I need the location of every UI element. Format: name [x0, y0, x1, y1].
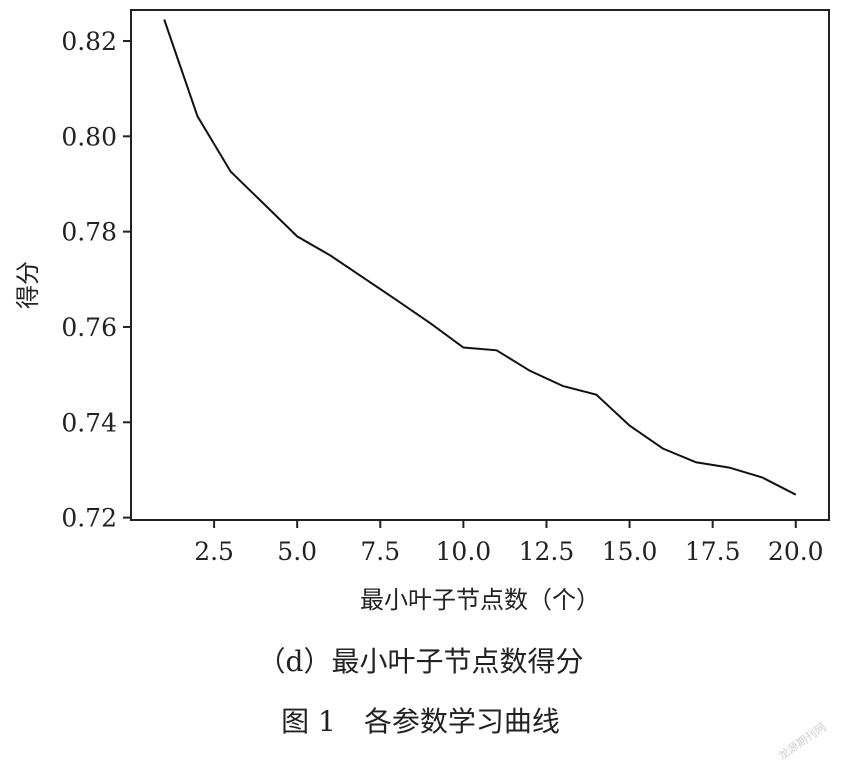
x-tick-label: 15.0 — [602, 537, 658, 566]
y-tick-label: 0.74 — [61, 408, 117, 437]
y-tick-label: 0.82 — [61, 27, 117, 56]
line-chart: 0.72 0.74 0.76 0.78 0.80 0.82 2.5 5.0 7.5 10.0 12… — [14, 9, 830, 614]
x-tick-label: 12.5 — [519, 537, 575, 566]
x-tick-label: 7.5 — [360, 537, 400, 566]
figure-caption: 图 1 各参数学习曲线 — [281, 705, 560, 738]
y-axis-title: 得分 — [14, 261, 42, 309]
y-tick-label: 0.76 — [61, 313, 117, 342]
x-tick-label: 10.0 — [436, 537, 492, 566]
series-line — [163, 19, 797, 496]
x-tick-label: 17.5 — [685, 537, 741, 566]
plot-frame — [130, 9, 830, 521]
x-tick-label: 5.0 — [277, 537, 317, 566]
y-tick-label: 0.72 — [61, 504, 117, 533]
y-tick-label: 0.80 — [61, 122, 117, 151]
x-axis-title: 最小叶子节点数（个） — [360, 586, 600, 614]
x-tick-label: 20.0 — [768, 537, 824, 566]
y-axis: 0.72 0.74 0.76 0.78 0.80 0.82 — [61, 27, 131, 533]
x-tick-label: 2.5 — [194, 537, 234, 566]
subfigure-caption: （d）最小叶子节点数得分 — [257, 645, 584, 678]
x-axis: 2.5 5.0 7.5 10.0 12.5 15.0 17.5 20.0 — [194, 520, 824, 566]
y-tick-label: 0.78 — [61, 218, 117, 247]
